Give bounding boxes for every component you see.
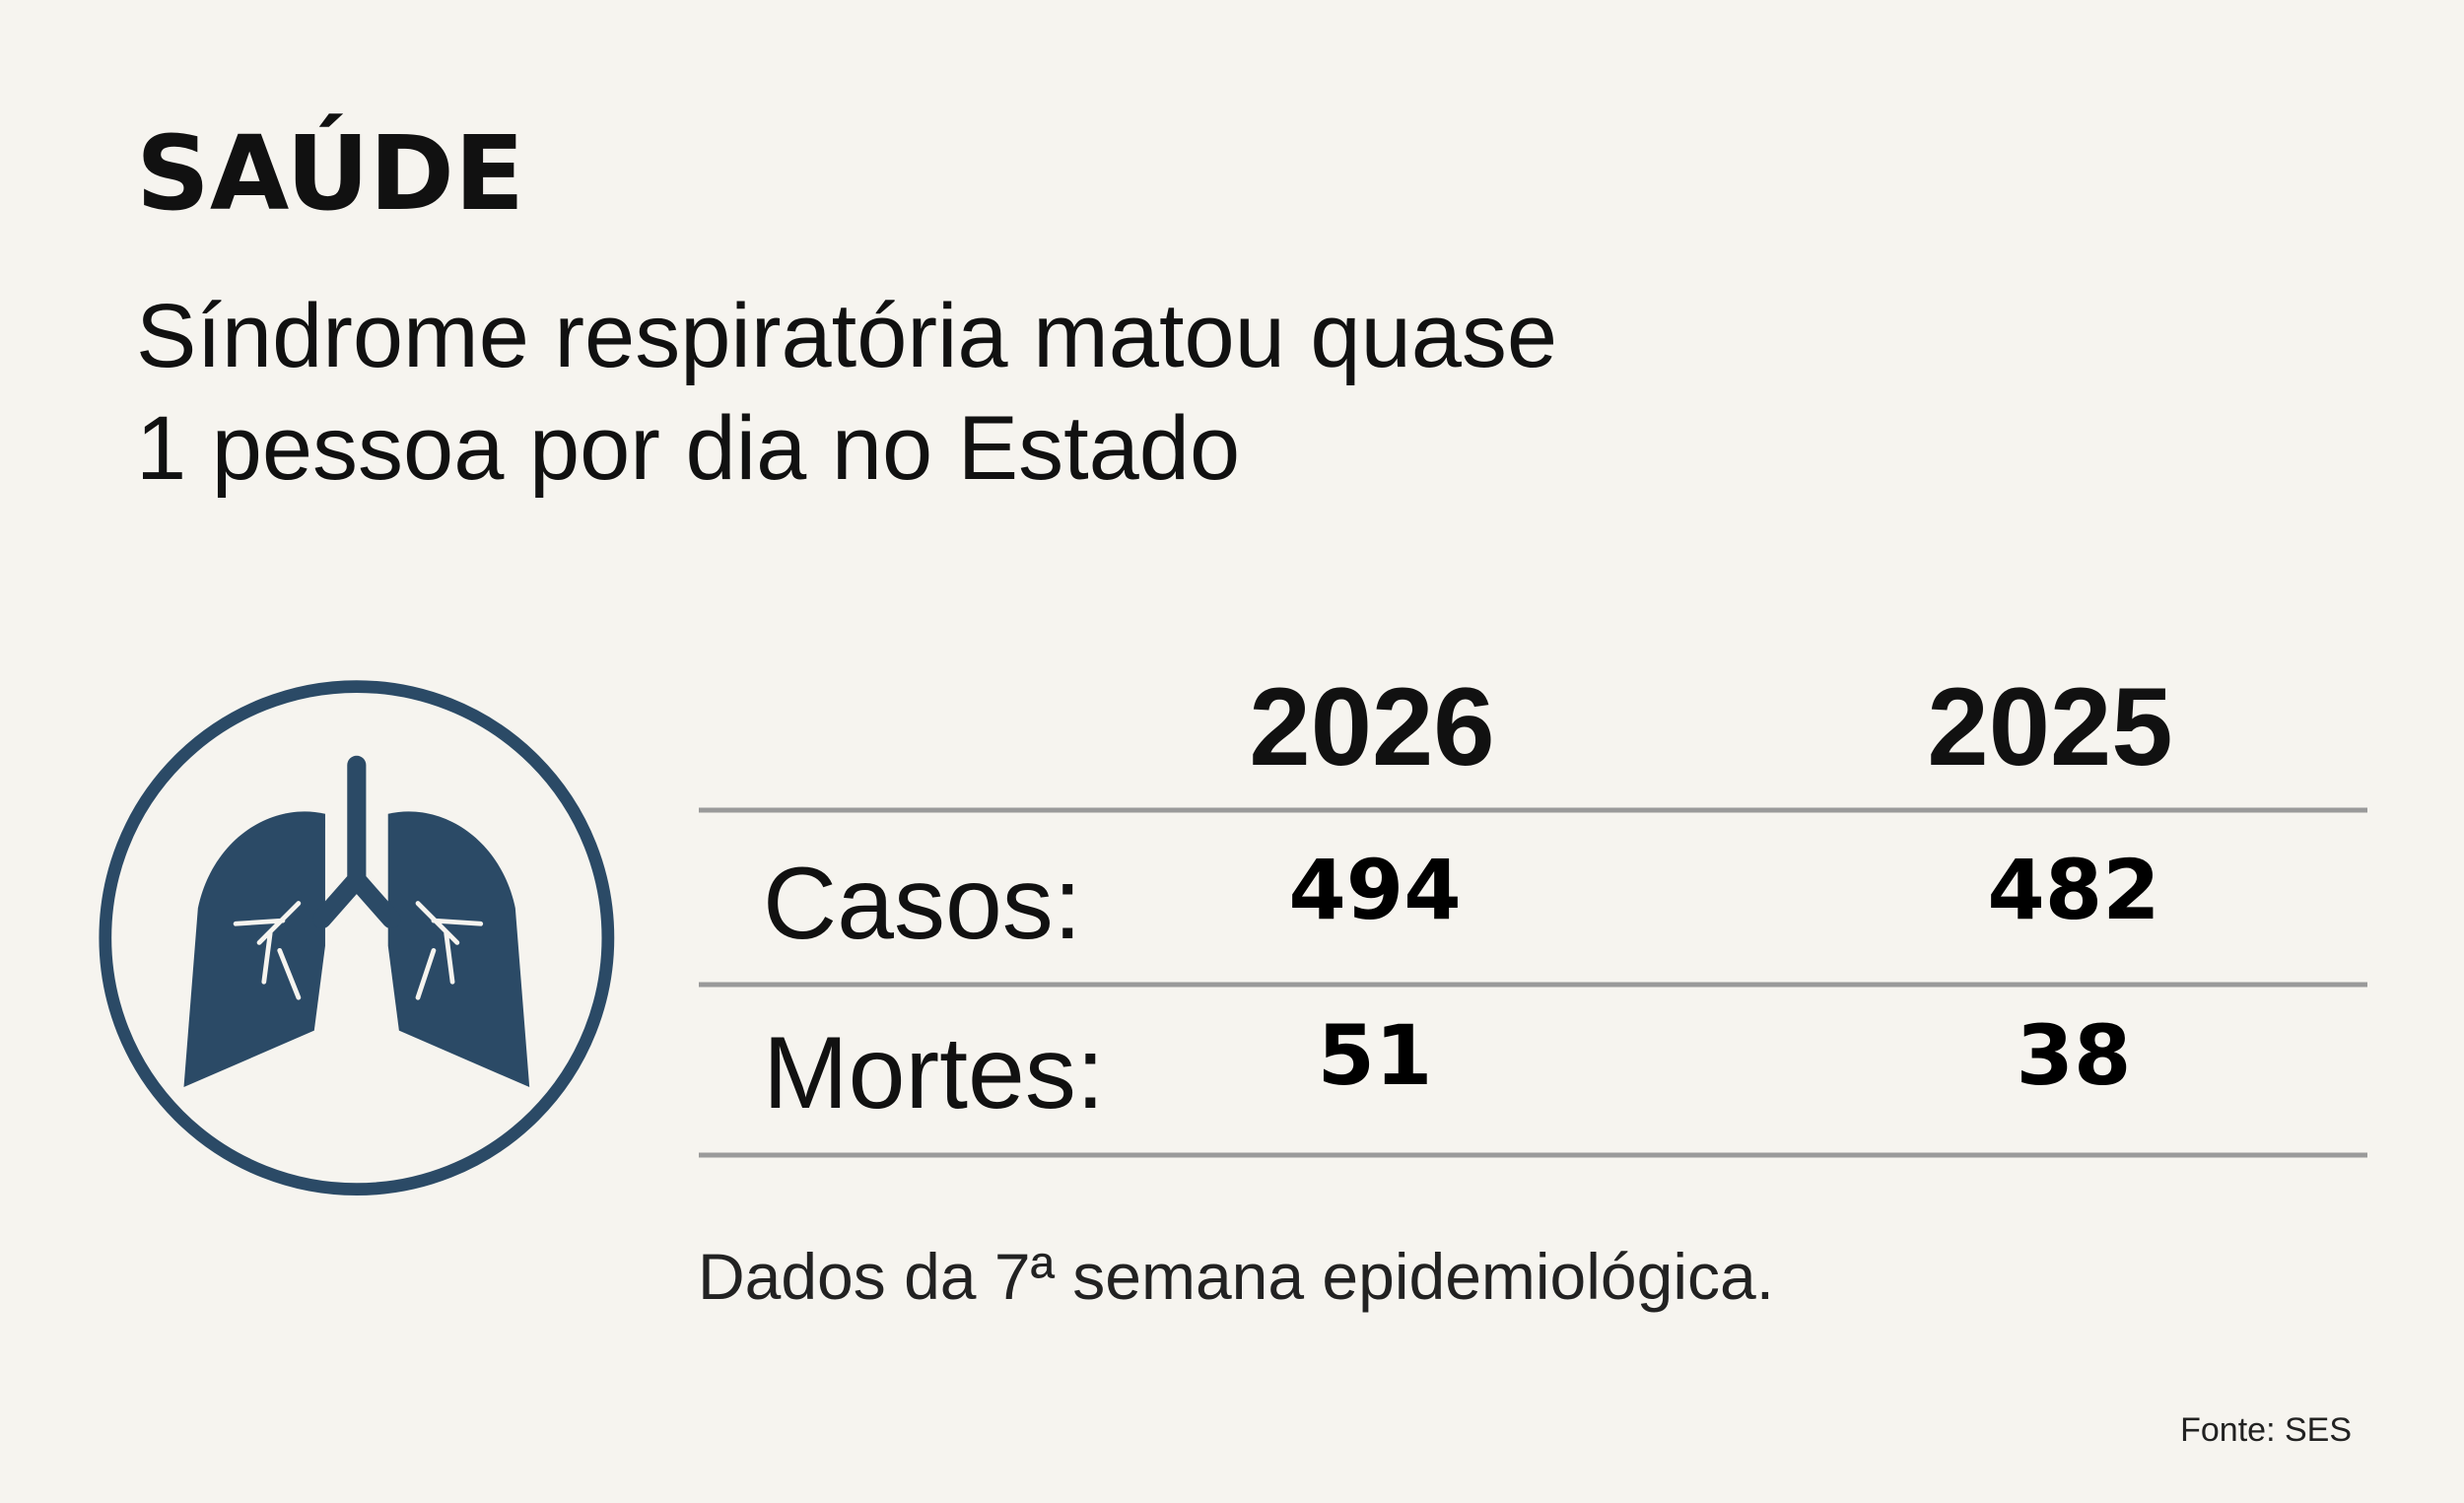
column-header: 2025 <box>1927 665 2172 788</box>
cell-value: 482 <box>1987 842 2159 938</box>
cell-value: 38 <box>2017 1007 2132 1104</box>
title-line: Síndrome respiratória matou quase <box>136 286 1557 386</box>
lungs-icon <box>99 680 615 1196</box>
row-label: Mortes: <box>763 1016 1105 1130</box>
section-label: SAÚDE <box>136 113 524 234</box>
right-lung <box>387 811 530 1088</box>
source: Fonte: SES <box>2180 1411 2352 1449</box>
footnote: Dados da 7ª semana epidemiológica. <box>698 1240 1774 1313</box>
row-label: Casos: <box>763 847 1082 961</box>
cell-value: 494 <box>1288 842 1461 938</box>
trachea <box>312 755 401 929</box>
left-lung <box>183 811 325 1088</box>
icon-circle <box>99 680 615 1196</box>
table: 2026 2025 Casos: 494 482 Mortes: 51 38 <box>699 665 2367 1158</box>
title-line: 1 pessoa por dia no Estado <box>136 398 1240 499</box>
column-header: 2026 <box>1249 665 1494 788</box>
cell-value: 51 <box>1318 1007 1433 1104</box>
bronchi <box>233 901 484 1000</box>
